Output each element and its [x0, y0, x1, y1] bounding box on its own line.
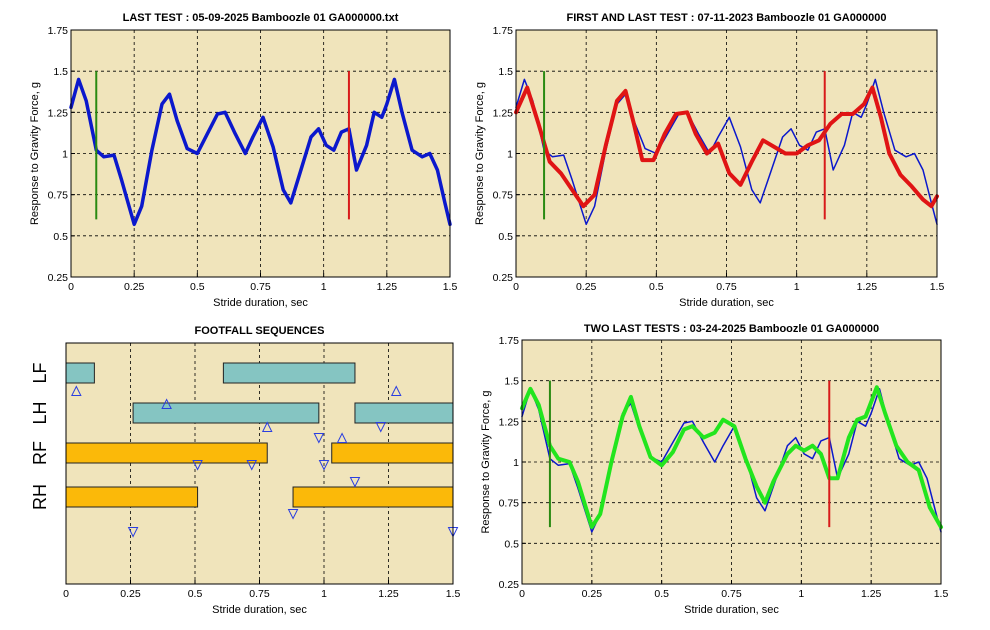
- footfall-sequences-xtick-label: 1: [321, 588, 327, 600]
- last-test-series-blue-line: [69, 77, 452, 227]
- two-last-tests-ytick-label: 0.5: [504, 538, 519, 550]
- footfall-sequences-xlabel: Stride duration, sec: [212, 604, 307, 616]
- footfall-bar-lf: [65, 362, 95, 384]
- footfall-sequences-xtick-label: 1.25: [378, 588, 399, 600]
- last-test-xtick-label: 0.25: [124, 281, 145, 293]
- footfall-row-label-rf: RF: [30, 441, 50, 465]
- two-last-tests-panel: [520, 339, 943, 585]
- first-and-last-test-xtick-label: 0.25: [576, 281, 597, 293]
- first-and-last-test-xtick-label: 1.25: [857, 281, 878, 293]
- two-last-tests-ytick-label: 1: [513, 457, 519, 469]
- first-and-last-test-ytick-label: 0.75: [493, 190, 514, 202]
- first-and-last-test-ytick-label: 1.5: [498, 66, 513, 78]
- last-test-panel: [69, 29, 452, 278]
- last-test-ytick-label: 0.25: [48, 272, 69, 284]
- two-last-tests-xtick-label: 1.25: [861, 588, 882, 600]
- two-last-tests-xtick-label: 0: [519, 588, 525, 600]
- first-and-last-test-xtick-label: 0.5: [649, 281, 664, 293]
- first-and-last-test-series-red-line: [514, 85, 939, 209]
- last-test-ytick-label: 0.75: [48, 190, 69, 202]
- last-test-xtick-label: 0.75: [250, 281, 271, 293]
- first-and-last-test-xtick-label: 1.5: [930, 281, 945, 293]
- last-test-ylabel: Response to Gravity Force, g: [29, 82, 41, 225]
- last-test-xtick-label: 1: [321, 281, 327, 293]
- two-last-tests-ylabel: Response to Gravity Force, g: [480, 390, 492, 533]
- footfall-triangle-down: [287, 509, 299, 520]
- footfall-sequences-xtick-label: 0.5: [188, 588, 203, 600]
- first-and-last-test-ylabel: Response to Gravity Force, g: [474, 82, 486, 225]
- footfall-triangle-down: [127, 527, 139, 538]
- footfall-bar-lf: [222, 362, 356, 384]
- two-last-tests-ytick-label: 0.75: [499, 498, 520, 510]
- footfall-triangle-down: [246, 460, 258, 471]
- footfall-row-label-lh: LH: [30, 401, 50, 424]
- last-test-ytick-label: 0.5: [53, 231, 68, 243]
- footfall-sequences-xtick-label: 1.5: [446, 588, 461, 600]
- two-last-tests-title: TWO LAST TESTS : 03-24-2025 Bamboozle 01…: [584, 323, 879, 335]
- two-last-tests-frame: [521, 339, 942, 585]
- two-last-tests-ytick-label: 0.25: [499, 579, 520, 591]
- last-test-ytick-label: 1.5: [53, 66, 68, 78]
- two-last-tests-xtick-label: 1.5: [934, 588, 949, 600]
- two-last-tests-ytick-label: 1.75: [499, 335, 520, 347]
- footfall-bar-lh: [354, 402, 454, 424]
- two-last-tests-xtick-label: 0.75: [721, 588, 742, 600]
- last-test-ytick-label: 1: [62, 149, 68, 161]
- footfall-triangle-down: [375, 422, 387, 433]
- first-and-last-test-xtick-label: 1: [794, 281, 800, 293]
- footfall-triangle-down: [192, 460, 203, 471]
- footfall-triangle-up: [336, 432, 348, 443]
- first-and-last-test-xlabel: Stride duration, sec: [679, 297, 774, 309]
- two-last-tests-xtick-label: 1: [798, 588, 804, 600]
- footfall-sequences-frame: [65, 342, 454, 585]
- footfall-triangle-up: [161, 398, 172, 409]
- first-and-last-test-frame: [515, 29, 938, 278]
- footfall-sequences-xtick-label: 0.75: [249, 588, 270, 600]
- two-last-tests-ytick-label: 1.5: [504, 376, 519, 388]
- first-and-last-test-panel: [514, 29, 939, 278]
- first-and-last-test-ytick-label: 1: [507, 149, 513, 161]
- footfall-bar-rf: [65, 442, 268, 464]
- first-and-last-test-xtick-label: 0.75: [716, 281, 737, 293]
- footfall-sequences-xtick-label: 0: [63, 588, 69, 600]
- footfall-bar-rh: [65, 486, 199, 508]
- footfall-bar-rh: [292, 486, 454, 508]
- first-and-last-test-title: FIRST AND LAST TEST : 07-11-2023 Bambooz…: [567, 12, 887, 24]
- footfall-bar-rf: [331, 442, 454, 464]
- two-last-tests-xtick-label: 0.5: [654, 588, 669, 600]
- footfall-triangle-up: [71, 385, 82, 396]
- footfall-triangle-down: [313, 433, 325, 444]
- last-test-ytick-label: 1.75: [48, 25, 69, 37]
- last-test-xtick-label: 1.25: [377, 281, 398, 293]
- footfall-triangle-up: [390, 385, 402, 396]
- footfall-triangle-up: [261, 421, 273, 432]
- last-test-title: LAST TEST : 05-09-2025 Bamboozle 01 GA00…: [123, 12, 399, 24]
- two-last-tests-xtick-label: 0.25: [582, 588, 603, 600]
- footfall-sequences-title: FOOTFALL SEQUENCES: [195, 325, 325, 337]
- first-and-last-test-ytick-label: 0.5: [498, 231, 513, 243]
- last-test-xtick-label: 1.5: [443, 281, 458, 293]
- first-and-last-test-ytick-label: 0.25: [493, 272, 514, 284]
- footfall-sequences-xtick-label: 0.25: [120, 588, 141, 600]
- two-last-tests-ytick-label: 1.25: [499, 416, 520, 428]
- first-and-last-test-xtick-label: 0: [513, 281, 519, 293]
- last-test-frame: [70, 29, 451, 278]
- first-and-last-test-ytick-label: 1.25: [493, 107, 514, 119]
- last-test-ytick-label: 1.25: [48, 107, 69, 119]
- last-test-xtick-label: 0.5: [190, 281, 205, 293]
- footfall-sequences-panel: [65, 342, 459, 585]
- footfall-triangle-down: [318, 460, 330, 471]
- first-and-last-test-ytick-label: 1.75: [493, 25, 514, 37]
- last-test-xtick-label: 0: [68, 281, 74, 293]
- footfall-triangle-down: [349, 477, 361, 488]
- two-last-tests-xlabel: Stride duration, sec: [684, 604, 779, 616]
- two-last-tests-series-green_trace-line: [520, 385, 943, 530]
- last-test-xlabel: Stride duration, sec: [213, 297, 308, 309]
- footfall-row-label-lf: LF: [30, 362, 50, 383]
- footfall-row-label-rh: RH: [30, 484, 50, 510]
- footfall-bar-lh: [132, 402, 320, 424]
